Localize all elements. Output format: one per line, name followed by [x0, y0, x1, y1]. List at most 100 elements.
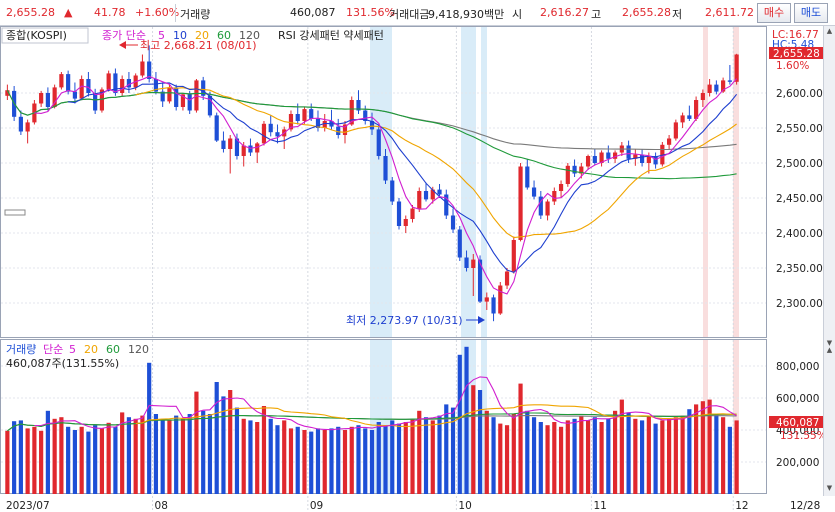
candle-body	[153, 79, 159, 92]
candle-body	[390, 180, 395, 202]
volume-legend-item: 120	[128, 343, 149, 356]
candle-body	[126, 79, 132, 88]
candle-body	[687, 115, 692, 119]
volume-legend-item: 거래량	[6, 343, 36, 356]
volume-bar	[518, 383, 523, 494]
candle-body	[471, 259, 476, 268]
stock-chart[interactable]: 2,600.00 2,550.00 2,500.00 2,450.00 2,400.00…	[0, 26, 823, 512]
x-axis-label: 08	[155, 500, 168, 512]
volume-bar	[174, 415, 179, 494]
volume-bar	[288, 428, 294, 494]
scroll-down-icon[interactable]: ▼	[826, 484, 833, 492]
volume-bar	[450, 407, 456, 494]
volume-bar	[18, 420, 23, 494]
ma-legend-item: 60	[217, 29, 231, 42]
volume-bar	[25, 428, 30, 494]
candle-body	[430, 189, 435, 200]
volume-bar	[342, 430, 348, 494]
volume-bar	[477, 390, 483, 494]
candle-body	[248, 145, 253, 153]
candle-body	[180, 94, 186, 107]
x-axis-label: 10	[458, 500, 471, 512]
scroll-up-icon[interactable]: ▲	[826, 346, 833, 354]
candle-body	[700, 93, 705, 100]
volume-bar	[302, 430, 307, 494]
scroll-up-icon[interactable]: ▲	[826, 27, 833, 35]
index-name: 종합(KOSPI)	[6, 29, 67, 42]
candle-body	[552, 191, 557, 202]
candle-body	[457, 229, 462, 258]
candle-body	[5, 90, 10, 96]
candle-body	[444, 194, 449, 216]
vertical-scrollbar[interactable]: ▲ ▼ ▲ ▼	[823, 26, 835, 496]
pattern-highlight	[703, 27, 708, 337]
volume-bar	[194, 391, 199, 494]
ma-legend-item: 5	[158, 29, 165, 42]
volume-bar	[538, 422, 543, 494]
volume-bar	[423, 417, 429, 494]
pattern-highlight	[703, 340, 708, 493]
volume-bar	[660, 420, 665, 494]
volume-bar	[356, 425, 361, 494]
volume-bar	[639, 420, 645, 494]
volume-ma5-line	[34, 376, 737, 431]
scroll-down-icon[interactable]: ▼	[826, 339, 833, 347]
volume-bar	[531, 417, 537, 494]
volume-bar	[403, 422, 408, 494]
candle-body	[423, 191, 429, 200]
volume-bar	[565, 420, 570, 494]
candle-body	[18, 116, 23, 132]
volume-bar	[113, 426, 118, 494]
high-annotation: 최고 2,668.21 (08/01)	[140, 39, 257, 52]
volume-bar	[694, 404, 699, 494]
volume-bar	[5, 430, 10, 494]
candle-body	[234, 138, 240, 156]
volume-bar	[484, 410, 489, 494]
volume-bar	[180, 418, 186, 494]
volume-bar	[221, 396, 226, 494]
sell-button[interactable]: 매도	[794, 3, 828, 23]
candle-body	[484, 297, 489, 302]
volume-bar	[79, 426, 84, 494]
volume-bar	[646, 415, 651, 494]
candle-body	[558, 184, 564, 191]
volume-bar	[680, 415, 685, 494]
candle-body	[572, 165, 577, 174]
pattern-highlight	[481, 27, 487, 337]
last-price-tag	[769, 47, 823, 59]
candle-body	[673, 122, 678, 139]
candle-body	[221, 140, 226, 149]
volume-bar	[201, 410, 206, 494]
last-volume-tag	[769, 416, 823, 428]
x-axis-label: 12/28	[790, 500, 820, 512]
x-axis-label: 09	[310, 500, 323, 512]
x-axis-label: 2023/07	[6, 500, 50, 512]
price-tick-label: 2,300.00	[776, 298, 823, 310]
candle-body	[383, 156, 388, 181]
volume-bar	[93, 425, 98, 494]
volume-bar	[633, 418, 638, 494]
candle-body	[579, 166, 584, 174]
candle-body	[140, 61, 145, 76]
candle-body	[592, 156, 597, 163]
candle-body	[207, 95, 213, 116]
candle-body	[369, 121, 375, 130]
buy-button[interactable]: 매수	[757, 3, 791, 23]
volume-bar	[653, 423, 658, 494]
volume-bar	[457, 354, 462, 494]
volume-tick-label: 600,000	[776, 393, 819, 405]
ma20-line	[135, 87, 737, 239]
volume-bar	[721, 417, 726, 494]
volume-bar	[315, 428, 321, 494]
volume-bar	[552, 422, 557, 494]
candle-body	[714, 84, 719, 92]
candle-body	[86, 79, 91, 93]
volume-bar	[59, 417, 64, 494]
volume-bar	[99, 428, 105, 494]
ma-legend-item: 20	[195, 29, 209, 42]
candle-body	[545, 201, 550, 216]
candle-body	[612, 152, 618, 159]
volume-bar	[599, 422, 604, 494]
volume-bar	[275, 425, 280, 494]
volume-bar	[612, 410, 618, 494]
